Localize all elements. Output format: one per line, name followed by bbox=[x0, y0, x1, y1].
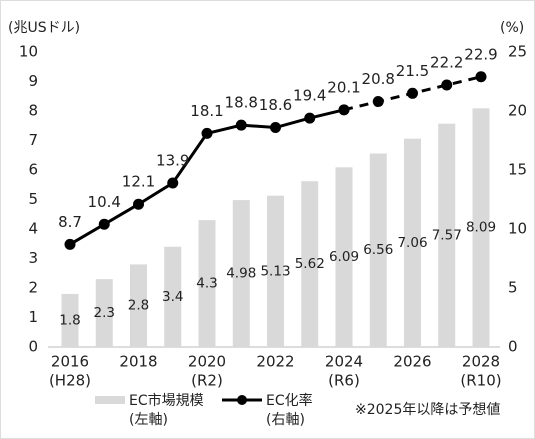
bar bbox=[267, 195, 284, 347]
bar bbox=[472, 108, 490, 347]
y-tick-label: 10 bbox=[19, 43, 38, 61]
y-tick-label: 8 bbox=[28, 102, 38, 120]
bar bbox=[369, 153, 387, 347]
x-tick-label: 2020 bbox=[188, 353, 226, 371]
y-tick-label: 4 bbox=[28, 220, 38, 238]
legend-swatch bbox=[95, 396, 125, 404]
bar-label: 8.09 bbox=[466, 220, 496, 236]
bar-label: 7.06 bbox=[397, 235, 427, 251]
line-marker bbox=[235, 119, 247, 131]
bar bbox=[438, 123, 456, 347]
line-label: 19.4 bbox=[293, 87, 326, 105]
line-label: 20.8 bbox=[362, 70, 395, 88]
y-tick-label: 1 bbox=[28, 308, 38, 326]
bar-label: 6.09 bbox=[329, 249, 359, 265]
note: ※2025年以降は予想値 bbox=[355, 402, 500, 418]
line-marker bbox=[441, 79, 453, 91]
line-marker bbox=[372, 96, 384, 108]
bar-label: 5.62 bbox=[295, 256, 325, 272]
bar-label: 3.4 bbox=[162, 289, 183, 305]
era-label: (H28) bbox=[49, 372, 91, 390]
line-marker bbox=[133, 198, 144, 210]
x-tick-label: 2024 bbox=[325, 353, 363, 371]
y2-tick-label: 10 bbox=[508, 220, 527, 238]
y2-tick-label: 25 bbox=[508, 43, 527, 61]
line-label: 8.7 bbox=[58, 213, 82, 231]
line-label: 13.9 bbox=[156, 151, 189, 169]
bar-label: 2.8 bbox=[128, 298, 149, 314]
y2-tick-label: 0 bbox=[508, 338, 518, 356]
bar-label: 2.3 bbox=[94, 305, 115, 321]
line-label: 18.6 bbox=[259, 96, 292, 114]
line-label: 20.1 bbox=[327, 78, 360, 96]
y-tick-label: 9 bbox=[28, 72, 38, 90]
y2-unit: (%) bbox=[500, 20, 524, 36]
bar-label: 1.8 bbox=[59, 312, 80, 328]
y-tick-label: 5 bbox=[28, 190, 38, 208]
bar bbox=[198, 220, 216, 347]
y-tick-label: 0 bbox=[28, 338, 38, 356]
x-tick-label: 2018 bbox=[119, 353, 157, 371]
x-tick-label: 2026 bbox=[393, 353, 431, 371]
bar bbox=[130, 264, 147, 347]
bar bbox=[61, 293, 79, 347]
line-label: 21.5 bbox=[396, 62, 429, 80]
line-marker bbox=[64, 238, 76, 250]
line-label: 10.4 bbox=[88, 193, 121, 211]
bar-label: 4.98 bbox=[226, 266, 256, 282]
x-tick-label: 2022 bbox=[256, 353, 294, 371]
line-label: 12.1 bbox=[122, 173, 155, 191]
y2-tick-label: 20 bbox=[508, 102, 527, 120]
line-label: 18.8 bbox=[225, 94, 258, 112]
y2-tick-label: 5 bbox=[508, 279, 518, 297]
bar bbox=[232, 200, 250, 347]
line-marker bbox=[304, 112, 316, 124]
bar bbox=[404, 138, 421, 347]
line-marker bbox=[201, 127, 213, 139]
bar-label: 6.56 bbox=[363, 242, 393, 258]
legend-label: EC化率 bbox=[266, 392, 313, 409]
era-label: (R10) bbox=[460, 372, 501, 390]
bar bbox=[164, 246, 182, 347]
y-tick-label: 6 bbox=[28, 161, 38, 179]
y-unit: (兆USドル) bbox=[8, 20, 80, 36]
x-tick-label: 2028 bbox=[462, 353, 500, 371]
bar-label: 4.3 bbox=[196, 276, 217, 292]
bar bbox=[335, 167, 353, 347]
line-marker bbox=[98, 218, 110, 230]
era-label: (R6) bbox=[328, 372, 360, 390]
line-label: 18.1 bbox=[190, 102, 223, 120]
bar bbox=[95, 279, 113, 347]
y2-tick-label: 15 bbox=[508, 161, 527, 179]
bar bbox=[301, 181, 319, 347]
y-tick-label: 3 bbox=[28, 249, 38, 267]
legend-note: (左軸) bbox=[129, 412, 168, 428]
y-tick-label: 7 bbox=[28, 131, 38, 149]
legend-note: (右軸) bbox=[266, 412, 305, 428]
legend-swatch-marker bbox=[237, 395, 247, 405]
bar-label: 7.57 bbox=[432, 227, 462, 243]
line-label: 22.9 bbox=[464, 45, 497, 63]
line-label: 22.2 bbox=[430, 54, 463, 72]
line-marker bbox=[270, 122, 281, 134]
line-marker bbox=[407, 87, 418, 99]
line-marker bbox=[475, 71, 487, 83]
bar-label: 5.13 bbox=[260, 263, 290, 279]
line-marker bbox=[167, 177, 179, 189]
x-tick-label: 2016 bbox=[51, 353, 89, 371]
line-marker bbox=[338, 104, 350, 116]
era-label: (R2) bbox=[191, 372, 223, 390]
y-tick-label: 2 bbox=[28, 279, 38, 297]
legend-label: EC市場規模 bbox=[129, 392, 204, 409]
